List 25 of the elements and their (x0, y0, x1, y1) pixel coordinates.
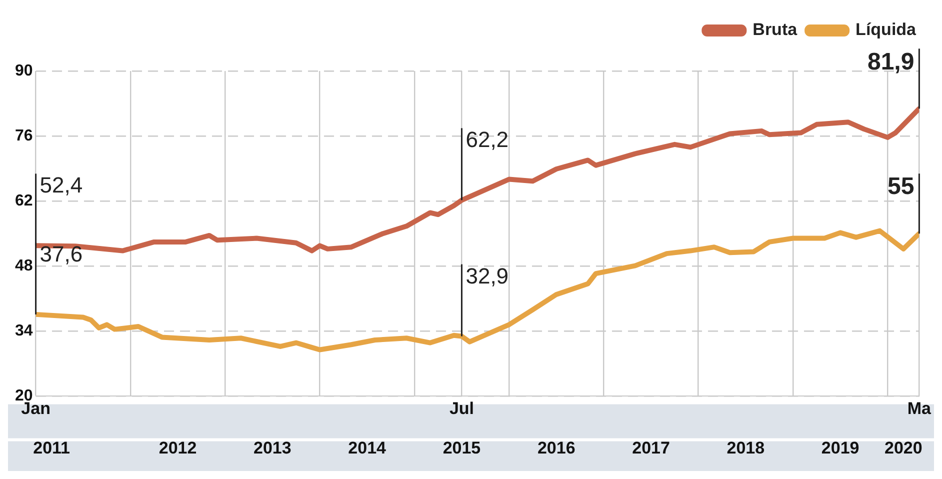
x2-tick-label: 2015 (442, 438, 481, 458)
x2-tick-label: 2011 (33, 438, 70, 458)
y-tick-label: 76 (15, 127, 33, 144)
x-tick-label: Jul (449, 399, 474, 418)
x2-tick-label: 2012 (158, 438, 197, 458)
x-tick-label: Ma (907, 399, 932, 418)
data-label: 32,9 (466, 263, 509, 288)
data-label: 62,2 (466, 127, 509, 152)
data-label: 55 (887, 173, 914, 200)
x2-tick-label: 2017 (632, 438, 670, 458)
data-label: 37,6 (40, 242, 83, 266)
y-tick-label: 90 (15, 62, 33, 80)
data-label: 52,4 (40, 172, 83, 198)
x2-tick-label: 2016 (537, 438, 576, 458)
y-tick-label: 62 (15, 192, 33, 210)
data-label: 81,9 (867, 48, 914, 76)
x2-tick-label: 2020 (884, 438, 922, 458)
x2-tick-label: 2014 (348, 438, 387, 458)
x2-tick-label: 2018 (726, 438, 765, 458)
x2-tick-label: 2013 (254, 438, 292, 458)
legend-label: Líquida (856, 20, 917, 40)
legend-label: Bruta (752, 20, 798, 40)
x2-tick-label: 2019 (821, 438, 860, 458)
y-tick-label: 34 (15, 322, 33, 340)
y-tick-label: 48 (15, 258, 33, 275)
